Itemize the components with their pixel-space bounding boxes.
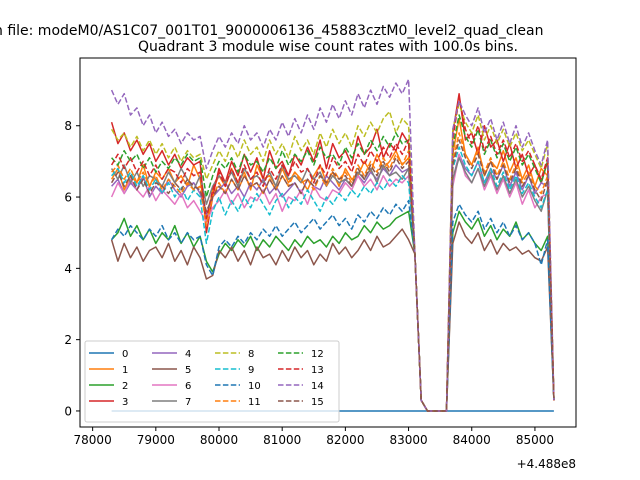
- x-tick-label: 85000: [516, 433, 554, 447]
- legend-label-14: 14: [311, 381, 324, 392]
- legend-label-4: 4: [185, 349, 191, 360]
- legend-label-6: 6: [185, 381, 191, 392]
- x-tick-label: 80000: [200, 433, 238, 447]
- legend-label-12: 12: [311, 349, 324, 360]
- legend-label-13: 13: [311, 365, 324, 376]
- x-axis-offset-label: +4.488e8: [517, 457, 576, 471]
- x-tick-label: 83000: [389, 433, 427, 447]
- series-line-2: [111, 210, 555, 412]
- x-tick-label: 82000: [326, 433, 364, 447]
- legend-frame: [84, 340, 340, 423]
- plot-area: 78000 79000 80000 81000 82000 83000 84000 85000…: [64, 57, 577, 447]
- legend-label-2: 2: [122, 381, 128, 392]
- figure-suptitle: n file: modeM0/AS1C07_001T01_9000006136_…: [0, 23, 543, 39]
- y-tick-label: 8: [64, 119, 72, 133]
- y-tick-label: 0: [64, 404, 72, 418]
- series-line-14: [110, 78, 555, 412]
- legend-label-5: 5: [185, 365, 191, 376]
- legend-label-8: 8: [248, 349, 254, 360]
- legend-label-11: 11: [248, 397, 261, 408]
- x-tick-label: 81000: [263, 433, 301, 447]
- legend-label-9: 9: [248, 365, 254, 376]
- x-tick-label: 78000: [74, 433, 112, 447]
- series-line-10: [110, 199, 555, 412]
- series-lines: [110, 78, 555, 412]
- series-line-7: [110, 157, 555, 412]
- y-axis-ticks: 0 2 4 6 8: [64, 119, 80, 418]
- series-line-11: [111, 132, 555, 412]
- legend-label-7: 7: [185, 397, 191, 408]
- series-line-3: [110, 92, 555, 412]
- series-line-5: [110, 221, 555, 412]
- legend-label-1: 1: [122, 365, 128, 376]
- legend-label-3: 3: [122, 397, 128, 408]
- axes-frame: [79, 57, 577, 428]
- y-tick-label: 2: [64, 333, 72, 347]
- series-line-15: [110, 139, 555, 412]
- series-line-9: [111, 146, 555, 412]
- x-tick-label: 79000: [137, 433, 175, 447]
- x-axis-ticks: 78000 79000 80000 81000 82000 83000 84000 85000: [74, 427, 554, 447]
- legend-label-10: 10: [248, 381, 261, 392]
- legend-label-15: 15: [311, 397, 324, 408]
- y-tick-label: 6: [64, 191, 72, 205]
- legend-label-0: 0: [122, 349, 128, 360]
- y-tick-label: 4: [64, 262, 72, 276]
- series-line-13: [110, 96, 555, 412]
- series-line-8: [110, 103, 555, 412]
- series-line-12: [111, 114, 555, 412]
- chart-title: Quadrant 3 module wise count rates with …: [138, 39, 518, 55]
- x-tick-label: 84000: [453, 433, 491, 447]
